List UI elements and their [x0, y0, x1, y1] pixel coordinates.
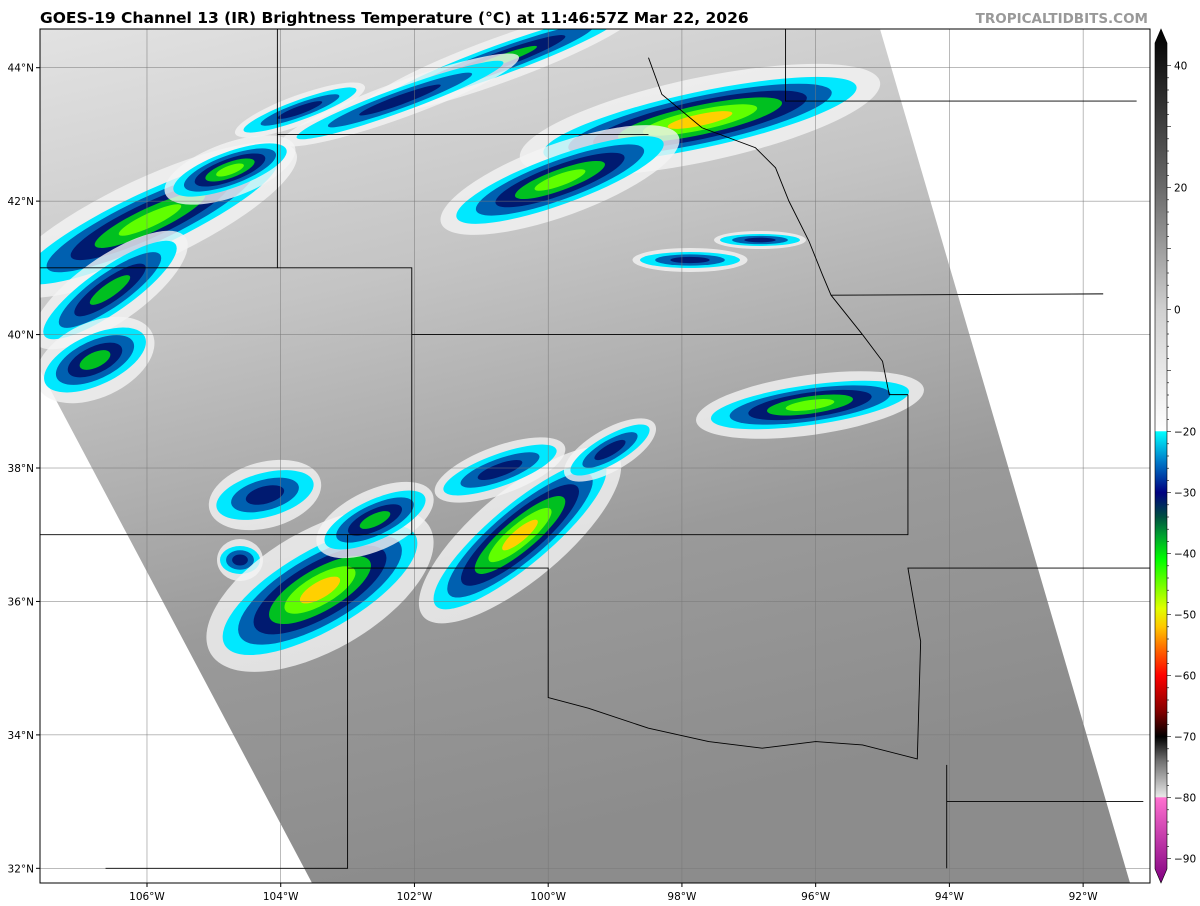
- brand-watermark: TROPICALTIDBITS.COM: [975, 11, 1148, 27]
- cloud-cluster: [280, 53, 520, 147]
- lat-tick-label: 34°N: [8, 730, 34, 742]
- state-border: [831, 293, 1104, 296]
- cloud-cluster: [40, 230, 188, 350]
- colorbar-tick-label: −70: [1174, 732, 1196, 744]
- state-border: [411, 394, 909, 536]
- cloud-cluster: [234, 82, 366, 138]
- cloud-cluster: [563, 418, 657, 482]
- axis-labels: 106°W 104°W 102°W 100°W 98°W 96°W 94°W 92°W 44°N…: [8, 63, 1099, 903]
- colorbar-tick-label: −40: [1174, 549, 1196, 561]
- lat-tick-label: 32°N: [8, 863, 34, 875]
- state-border: [648, 57, 908, 396]
- lat-tick-label: 40°N: [8, 330, 34, 342]
- cloud-cluster: [632, 248, 748, 272]
- cloud-features: [40, 29, 924, 655]
- cloud-cluster: [440, 125, 680, 235]
- lon-tick-label: 94°W: [935, 891, 965, 903]
- colorbar-tick-label: −80: [1174, 793, 1196, 805]
- state-borders: [40, 29, 1150, 869]
- map-frame: [39, 28, 1151, 884]
- state-border: [105, 534, 349, 869]
- state-border: [347, 567, 1150, 760]
- cloud-cluster: [40, 316, 155, 404]
- lon-tick-label: 102°W: [397, 891, 433, 903]
- cloud-cluster: [164, 135, 296, 205]
- lat-tick-label: 42°N: [8, 196, 34, 208]
- colorbar-scale: [1154, 28, 1168, 884]
- colorbar-tick-label: −30: [1174, 488, 1196, 500]
- colorbar-tick-label: −60: [1174, 671, 1196, 683]
- colorbar-tick-label: −90: [1174, 854, 1196, 866]
- state-border: [785, 29, 1137, 102]
- state-border: [40, 267, 413, 536]
- gridlines: [40, 29, 1150, 883]
- lon-tick-label: 96°W: [801, 891, 831, 903]
- cloud-cluster: [434, 437, 566, 503]
- map-area: [40, 29, 1150, 883]
- cloud-cluster: [696, 371, 924, 439]
- colorbar: 40 20 0 −20 −30 −40 −50 −60 −70 −80 −90: [1154, 28, 1196, 884]
- lon-tick-label: 98°W: [667, 891, 697, 903]
- colorbar-tick-label: 20: [1174, 183, 1187, 195]
- lon-tick-label: 106°W: [129, 891, 165, 903]
- colorbar-tick-label: −50: [1174, 610, 1196, 622]
- colorbar-tick-label: 40: [1174, 61, 1187, 73]
- lon-tick-label: 100°W: [530, 891, 566, 903]
- cloud-cluster: [714, 231, 806, 249]
- lon-tick-label: 92°W: [1069, 891, 1099, 903]
- map-title: GOES-19 Channel 13 (IR) Brightness Tempe…: [40, 9, 749, 27]
- lat-tick-label: 38°N: [8, 463, 34, 475]
- lon-tick-label: 104°W: [263, 891, 299, 903]
- lat-tick-label: 44°N: [8, 63, 34, 75]
- lat-tick-label: 36°N: [8, 596, 34, 608]
- colorbar-tick-label: −20: [1174, 427, 1196, 439]
- colorbar-tick-label: 0: [1174, 305, 1181, 317]
- cloud-cluster: [316, 481, 434, 559]
- cloud-cluster: [208, 459, 322, 531]
